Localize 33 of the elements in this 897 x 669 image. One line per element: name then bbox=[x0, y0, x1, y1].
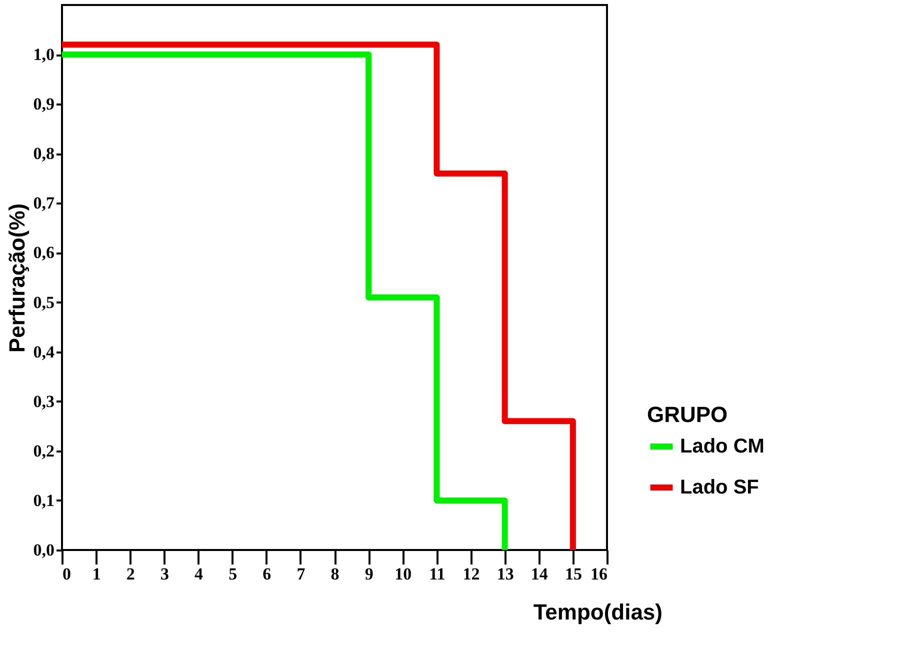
y-tick-label: 0,0 bbox=[33, 540, 54, 560]
x-tick-label: 13 bbox=[496, 564, 514, 584]
x-tick-label: 2 bbox=[126, 564, 135, 584]
x-tick-label: 15 bbox=[564, 564, 582, 584]
x-tick-label: 5 bbox=[228, 564, 238, 584]
y-tick-label: 0,5 bbox=[33, 292, 54, 312]
x-tick-label: 9 bbox=[364, 564, 374, 584]
x-tick-label: 14 bbox=[530, 564, 548, 584]
y-axis-title: Perfuração(%) bbox=[4, 203, 30, 353]
y-tick-label: 0,2 bbox=[33, 441, 54, 460]
y-tick-label: 0,3 bbox=[33, 392, 54, 411]
legend-label: Lado SF bbox=[680, 476, 759, 498]
y-tick-label: 0,4 bbox=[33, 342, 55, 362]
x-tick-label: 4 bbox=[194, 564, 204, 584]
x-tick-label: 16 bbox=[590, 564, 608, 584]
x-tick-label: 3 bbox=[160, 564, 169, 584]
x-tick-label: 7 bbox=[296, 564, 306, 584]
x-tick-label: 8 bbox=[330, 564, 340, 584]
x-tick-label: 11 bbox=[429, 564, 446, 584]
x-axis-title: Tempo(dias) bbox=[533, 600, 662, 624]
y-tick-label: 0,6 bbox=[33, 243, 54, 262]
x-tick-label: 10 bbox=[394, 564, 412, 584]
x-tick-label: 6 bbox=[262, 564, 272, 584]
x-tick-label: 0 bbox=[62, 564, 71, 584]
legend-label: Lado CM bbox=[680, 436, 764, 458]
x-tick-label: 12 bbox=[462, 564, 480, 584]
y-tick-label: 0,7 bbox=[33, 194, 55, 213]
x-tick-label: 1 bbox=[92, 564, 101, 584]
y-tick-label: 0,1 bbox=[33, 490, 54, 510]
legend-title: GRUPO bbox=[647, 402, 728, 427]
y-tick-label: 0,8 bbox=[33, 144, 54, 164]
y-tick-label: 1,0 bbox=[33, 45, 54, 64]
y-tick-label: 0,9 bbox=[33, 94, 54, 114]
